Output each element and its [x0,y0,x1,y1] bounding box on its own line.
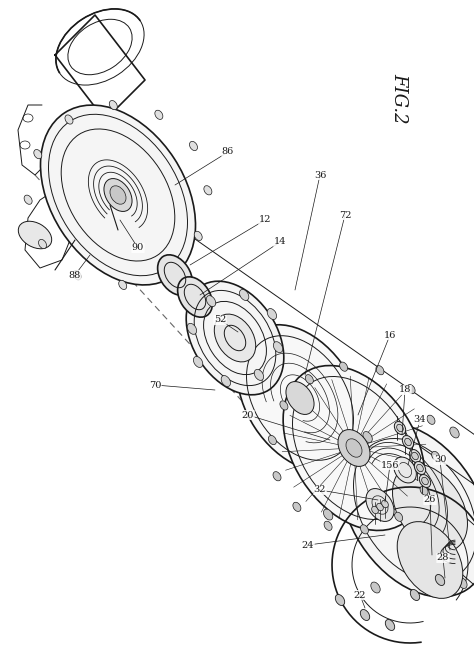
Text: 18: 18 [399,385,411,394]
Ellipse shape [268,436,276,445]
Text: 36: 36 [314,170,326,180]
Ellipse shape [305,375,313,384]
Ellipse shape [286,381,314,415]
Ellipse shape [324,521,332,530]
Ellipse shape [193,357,203,368]
Ellipse shape [414,462,426,475]
Text: FIG.2: FIG.2 [390,72,408,123]
Text: 16: 16 [384,330,396,340]
Ellipse shape [239,289,249,300]
Ellipse shape [420,486,428,495]
Text: 90: 90 [132,244,144,253]
Ellipse shape [397,522,463,598]
Ellipse shape [395,512,403,521]
Ellipse shape [419,475,431,488]
Text: 32: 32 [314,485,326,494]
Ellipse shape [360,609,370,620]
Ellipse shape [283,366,425,530]
Ellipse shape [194,231,202,240]
Ellipse shape [410,590,419,601]
Text: 70: 70 [149,381,161,389]
Text: 34: 34 [414,415,426,424]
Text: 88: 88 [69,270,81,279]
Ellipse shape [187,323,197,334]
Ellipse shape [372,506,378,514]
Ellipse shape [221,375,230,387]
Text: 28: 28 [437,554,449,562]
Ellipse shape [376,366,384,375]
Ellipse shape [407,385,415,394]
Ellipse shape [402,436,414,449]
Ellipse shape [435,575,445,586]
Ellipse shape [110,186,126,204]
Ellipse shape [405,438,411,446]
Text: 30: 30 [434,456,446,464]
Text: 14: 14 [274,238,286,246]
Ellipse shape [382,500,388,508]
Ellipse shape [363,432,372,443]
Text: 20: 20 [242,411,254,419]
Ellipse shape [293,502,301,511]
Ellipse shape [427,415,435,424]
Ellipse shape [237,325,363,471]
Ellipse shape [109,101,117,110]
Ellipse shape [40,105,195,285]
Text: 52: 52 [214,315,226,325]
Ellipse shape [338,430,370,466]
Ellipse shape [24,195,32,204]
Ellipse shape [422,477,428,485]
Ellipse shape [366,488,394,522]
Ellipse shape [204,185,212,195]
Ellipse shape [335,594,345,605]
Ellipse shape [73,270,81,279]
Ellipse shape [394,457,416,483]
Ellipse shape [458,577,467,588]
Ellipse shape [385,620,395,631]
Text: 12: 12 [259,215,271,225]
Ellipse shape [417,464,423,471]
Text: 86: 86 [222,148,234,157]
Ellipse shape [432,451,439,460]
Ellipse shape [371,582,380,593]
Ellipse shape [190,142,198,151]
Ellipse shape [280,401,288,410]
Ellipse shape [104,178,132,212]
Ellipse shape [273,342,283,353]
Ellipse shape [163,266,171,275]
Ellipse shape [394,422,406,434]
Text: 22: 22 [354,590,366,599]
Text: 24: 24 [302,541,314,550]
Ellipse shape [323,509,333,520]
Ellipse shape [186,281,284,395]
Ellipse shape [214,314,255,362]
Text: 26: 26 [424,496,436,505]
Ellipse shape [206,296,216,306]
Ellipse shape [254,370,264,381]
Text: 72: 72 [339,210,351,219]
Ellipse shape [377,503,383,511]
Ellipse shape [339,362,347,372]
Ellipse shape [267,309,277,319]
Ellipse shape [410,449,420,462]
Ellipse shape [155,110,163,119]
Ellipse shape [340,423,474,597]
Ellipse shape [65,115,73,124]
Ellipse shape [34,150,42,159]
Ellipse shape [18,221,52,249]
Ellipse shape [118,280,127,289]
Ellipse shape [412,453,419,460]
Ellipse shape [360,525,368,534]
Ellipse shape [158,255,192,295]
Ellipse shape [178,277,212,317]
Ellipse shape [346,439,362,457]
Ellipse shape [450,427,459,438]
Ellipse shape [273,471,281,481]
Text: 156: 156 [381,460,399,470]
Ellipse shape [397,424,403,432]
Ellipse shape [38,240,46,249]
Ellipse shape [392,464,467,552]
